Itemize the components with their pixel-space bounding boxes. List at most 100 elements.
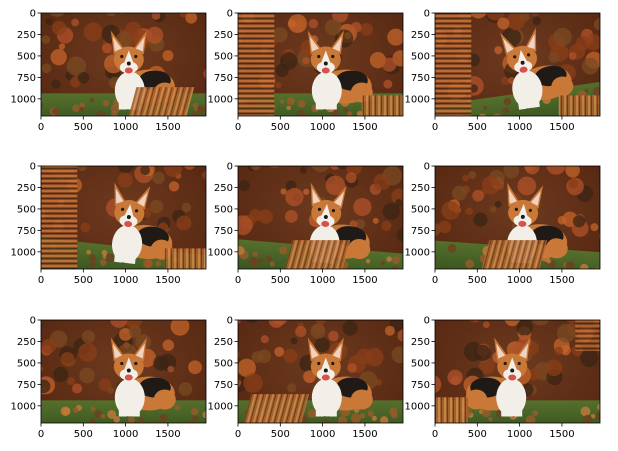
- x-tick-label: 1000: [113, 429, 138, 440]
- y-tick-label: 0: [424, 9, 430, 20]
- x-tick-label: 500: [271, 122, 290, 133]
- x-tick-label: 1500: [155, 429, 180, 440]
- axes-frame: [40, 319, 207, 424]
- y-tick-label: 500: [214, 51, 233, 62]
- image-panel-7: 0 500 1000 1500 0 250 500 750 1000: [11, 316, 207, 440]
- y-tick-label: 1000: [405, 401, 430, 412]
- axes-frame: [40, 165, 207, 270]
- y-tick-label: 0: [424, 162, 430, 173]
- image-panel-2: 0 500 1000 1500 0 250 500 750 1000: [208, 9, 404, 133]
- x-tick-label: 500: [74, 122, 93, 133]
- corgi-photo: [41, 13, 206, 116]
- corgi: [307, 337, 373, 417]
- image-panel-5: 0 500 1000 1500 0 250 500 750 1000: [208, 162, 404, 286]
- y-tick-label: 750: [214, 226, 233, 237]
- y-tick-label: 500: [214, 358, 233, 369]
- corgi-photo: [238, 13, 403, 116]
- x-tick-label: 500: [468, 275, 487, 286]
- x-tick-label: 1500: [549, 275, 574, 286]
- corgi-photo: [41, 166, 206, 269]
- corgi-photo: [41, 320, 206, 423]
- y-tick-label: 500: [411, 204, 430, 215]
- axes-frame: [434, 319, 601, 424]
- y-tick-label: 0: [30, 162, 36, 173]
- y-tick-label: 1000: [11, 401, 36, 412]
- y-tick-label: 1000: [208, 94, 233, 105]
- y-tick-label: 1000: [405, 247, 430, 258]
- y-tick-label: 500: [411, 51, 430, 62]
- x-tick-label: 1000: [310, 122, 335, 133]
- corgi-photo: [435, 13, 600, 116]
- y-tick-label: 1000: [208, 247, 233, 258]
- y-tick-label: 1000: [11, 247, 36, 258]
- x-tick-label: 1000: [310, 275, 335, 286]
- corgi: [500, 27, 574, 110]
- y-tick-label: 1000: [405, 94, 430, 105]
- y-tick-label: 750: [411, 226, 430, 237]
- y-tick-label: 500: [17, 51, 36, 62]
- x-tick-label: 500: [468, 429, 487, 440]
- x-tick-label: 1000: [113, 275, 138, 286]
- y-tick-label: 1000: [11, 94, 36, 105]
- corgi: [307, 30, 373, 110]
- x-tick-label: 1500: [549, 122, 574, 133]
- x-tick-label: 1000: [507, 122, 532, 133]
- x-tick-label: 0: [38, 429, 44, 440]
- y-tick-label: 250: [17, 183, 36, 194]
- y-tick-label: 750: [214, 380, 233, 391]
- y-tick-label: 750: [17, 380, 36, 391]
- x-tick-label: 1000: [310, 429, 335, 440]
- image-panel-1: 0 500 1000 1500 0 250 500 750 1000: [11, 9, 207, 133]
- x-tick-label: 500: [271, 429, 290, 440]
- y-tick-label: 0: [227, 316, 233, 327]
- x-tick-label: 0: [432, 275, 438, 286]
- y-tick-label: 500: [17, 204, 36, 215]
- corgi: [111, 182, 173, 264]
- y-tick-label: 500: [17, 358, 36, 369]
- axes-frame: [237, 319, 404, 424]
- y-tick-label: 250: [214, 183, 233, 194]
- x-tick-label: 0: [235, 429, 241, 440]
- y-tick-label: 250: [411, 183, 430, 194]
- y-tick-label: 750: [17, 73, 36, 84]
- corgi-photo: [238, 320, 403, 423]
- corgi-photo: [238, 166, 403, 269]
- x-tick-label: 500: [468, 122, 487, 133]
- image-panel-3: 0 500 1000 1500 0 250 500 750 1000: [405, 9, 601, 133]
- x-tick-label: 500: [74, 275, 93, 286]
- y-tick-label: 750: [214, 73, 233, 84]
- x-tick-label: 500: [74, 429, 93, 440]
- y-tick-label: 0: [227, 9, 233, 20]
- x-tick-label: 0: [38, 275, 44, 286]
- y-tick-label: 500: [214, 204, 233, 215]
- y-tick-label: 250: [214, 337, 233, 348]
- axes-frame: [237, 12, 404, 117]
- axes-frame: [434, 165, 601, 270]
- x-tick-label: 1500: [549, 429, 574, 440]
- corgi: [110, 337, 176, 417]
- x-tick-label: 500: [271, 275, 290, 286]
- y-tick-label: 250: [214, 30, 233, 41]
- x-tick-label: 0: [432, 429, 438, 440]
- image-panel-4: 0 500 1000 1500 0 250 500 750 1000: [11, 162, 207, 286]
- corgi: [465, 337, 531, 417]
- image-panel-8: 0 500 1000 1500 0 250 500 750 1000: [208, 316, 404, 440]
- corgi-photo: [435, 166, 600, 269]
- panels-layer: 0 500 1000 1500 0 250 500 750 1000 0 500 1000 1500 0 2…: [11, 9, 601, 440]
- y-tick-label: 500: [411, 358, 430, 369]
- image-panel-9: 0 500 1000 1500 0 250 500 750 1000: [405, 316, 601, 440]
- x-tick-label: 1500: [352, 429, 377, 440]
- x-tick-label: 0: [235, 122, 241, 133]
- y-tick-label: 0: [227, 162, 233, 173]
- x-tick-label: 1500: [155, 122, 180, 133]
- y-tick-label: 0: [424, 316, 430, 327]
- x-tick-label: 1000: [113, 122, 138, 133]
- axes-frame: [237, 165, 404, 270]
- x-tick-label: 0: [432, 122, 438, 133]
- x-tick-label: 1500: [155, 275, 180, 286]
- y-tick-label: 250: [411, 337, 430, 348]
- y-tick-label: 750: [411, 380, 430, 391]
- y-tick-label: 250: [17, 30, 36, 41]
- y-tick-label: 0: [30, 316, 36, 327]
